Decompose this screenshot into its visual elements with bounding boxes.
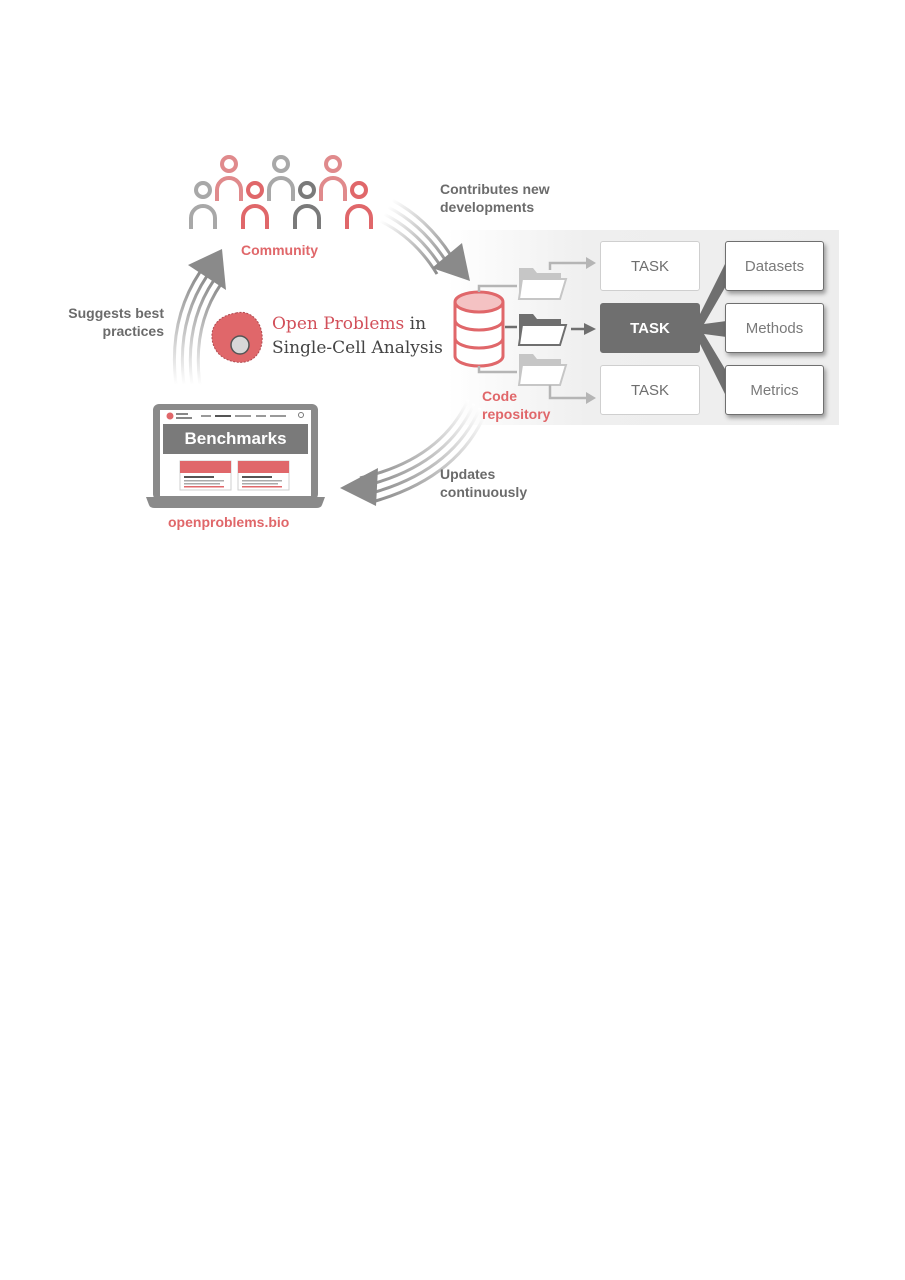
benchmarks-banner: Benchmarks — [163, 424, 308, 454]
suggests-line-1: Suggests best — [68, 305, 164, 321]
laptop-icon — [146, 404, 325, 508]
contributes-line-2: developments — [440, 199, 535, 215]
logo-line-2: Single-Cell Analysis — [272, 338, 443, 358]
contributes-label: Contributes new developments — [440, 180, 550, 216]
code-repository-line-1: Code — [482, 388, 517, 404]
community-label: Community — [241, 242, 318, 258]
folder-icon-middle — [517, 314, 568, 346]
suggests-line-2: practices — [102, 323, 164, 339]
benchmark-card-2 — [237, 460, 290, 491]
suggests-arrowhead — [188, 249, 226, 290]
db-connectors — [477, 284, 517, 374]
arrowhead-top — [586, 257, 596, 269]
metrics-box: Metrics — [725, 365, 824, 415]
task-box-2-active: TASK — [600, 303, 700, 353]
database-icon — [453, 290, 505, 368]
contributes-arrowhead — [432, 243, 470, 281]
code-repository-label: Code repository — [482, 387, 550, 423]
updates-label: Updates continuously — [440, 465, 527, 501]
task-box-3: TASK — [600, 365, 700, 415]
website-url: openproblems.bio — [168, 514, 290, 530]
suggests-label: Suggests best practices — [40, 304, 164, 340]
community-people-icon — [189, 155, 373, 229]
task-box-1: TASK — [600, 241, 700, 291]
updates-line-1: Updates — [440, 466, 496, 482]
arrowhead-middle — [584, 323, 596, 335]
folder-task-arrows — [548, 261, 586, 400]
code-repository-line-2: repository — [482, 406, 551, 422]
logo-line-1: Open Problems in — [272, 312, 426, 336]
suggests-arrow — [172, 271, 223, 386]
logo-in: in — [404, 314, 427, 334]
open-problems-logo-icon — [211, 311, 263, 363]
benchmark-card-1 — [179, 460, 232, 491]
arrowhead-bottom — [586, 392, 596, 404]
updates-arrowhead — [340, 468, 378, 506]
task-component-fan — [698, 262, 734, 396]
contributes-line-1: Contributes new — [440, 181, 550, 197]
folder-icon-bottom — [517, 354, 568, 386]
logo-open-problems: Open Problems — [272, 314, 405, 334]
datasets-box: Datasets — [725, 241, 824, 291]
folder-icon-top — [517, 268, 568, 300]
updates-line-2: continuously — [440, 484, 528, 500]
methods-box: Methods — [725, 303, 824, 353]
